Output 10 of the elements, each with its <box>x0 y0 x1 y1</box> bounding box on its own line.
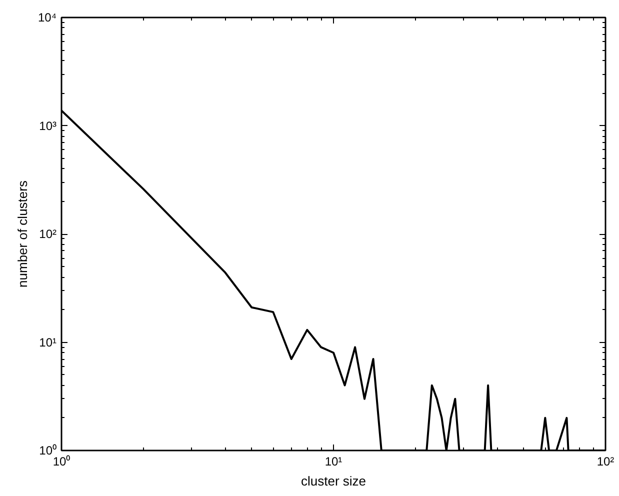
y-tick-label: 10² <box>39 227 57 241</box>
x-tick-label: 10⁰ <box>52 454 70 468</box>
y-tick-label: 10⁰ <box>39 444 57 458</box>
x-tick-label: 10¹ <box>324 454 342 468</box>
y-tick-label: 10¹ <box>39 335 57 350</box>
y-tick-label: 10³ <box>39 118 57 133</box>
y-axis-title: number of clusters <box>14 180 30 288</box>
x-tick-label: 10² <box>596 454 614 468</box>
x-axis-title: cluster size <box>300 474 366 488</box>
y-tick-label: 10⁴ <box>38 10 57 24</box>
